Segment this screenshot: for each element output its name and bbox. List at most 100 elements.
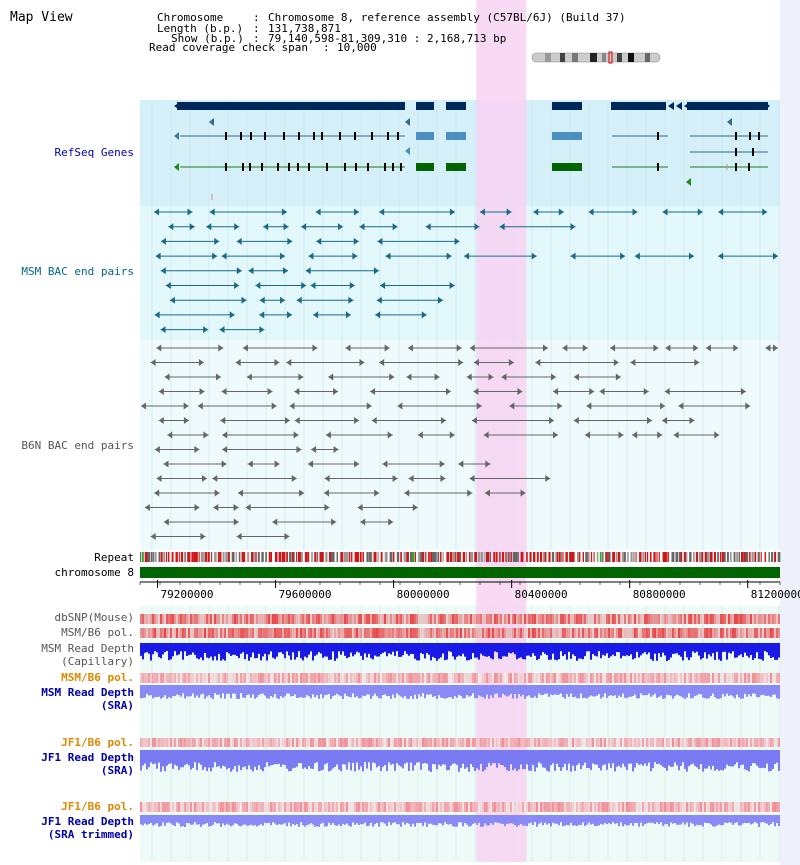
jf1-depth-sra-bin [676, 750, 678, 766]
jf1-b6-pol-bin [586, 738, 588, 747]
msm-depth-sra-bin [412, 685, 414, 699]
msm-depth-sra-bin [752, 685, 754, 694]
dbsnp-bin [204, 614, 206, 624]
gene-arrow [676, 102, 682, 110]
msm-b6-pol-2-bin [268, 673, 270, 683]
msm-b6-pol-bin [332, 628, 334, 638]
msm-depth-sra-bin [448, 685, 450, 698]
msm-b6-pol-2-bin [240, 673, 242, 683]
jf1-depth-trim-bin [140, 815, 142, 825]
msm-depth-capillary-bin [242, 643, 244, 653]
msm-b6-pol-bin [700, 628, 702, 638]
msm-b6-pol-track-label[interactable]: MSM/B6 pol. [61, 626, 134, 639]
msm-depth-sra-bin [626, 685, 628, 699]
repeat-element [311, 552, 313, 562]
jf1-depth-sra-label[interactable]: JF1 Read Depth [41, 751, 134, 764]
msm-b6-pol-bin [772, 628, 774, 638]
msm-depth-sra-bin [204, 685, 206, 699]
jf1-b6-pol-bin [358, 738, 360, 747]
msm-b6-pol-2-bin [348, 673, 350, 683]
msm-depth-sra-label[interactable]: MSM Read Depth [41, 686, 134, 699]
dbsnp-bin [456, 614, 458, 624]
msm-depth-sra-bin [376, 685, 378, 697]
dbsnp-bin [380, 614, 382, 624]
chromosome-track-label[interactable]: chromosome 8 [55, 566, 134, 579]
jf1-depth-sra-bin [778, 750, 780, 771]
jf1-b6-pol-bin [426, 738, 428, 747]
msm-b6-pol-bin [336, 628, 338, 638]
msm-b6-pol-bin [436, 628, 438, 638]
msm-b6-pol-2-bin [772, 673, 774, 683]
b6n-bac-end [740, 388, 746, 395]
jf1-b6-pol-2-track-label[interactable]: JF1/B6 pol. [61, 800, 134, 813]
dbsnp-bin [744, 614, 746, 624]
msm-depth-sra-bin [408, 685, 410, 699]
msm-depth-capillary-bin [312, 643, 314, 661]
msm-b6-pol-2-bin [184, 673, 186, 683]
jf1-depth-trim-bin [170, 815, 172, 824]
msm-b6-pol-2-bin [556, 673, 558, 683]
dbsnp-bin [766, 614, 768, 624]
dbsnp-bin [238, 614, 240, 624]
highlight-region[interactable] [476, 0, 527, 862]
msm-b6-pol-bin [234, 628, 236, 638]
msm-b6-pol-2-bin [644, 673, 646, 683]
jf1-depth-trim-bin [648, 815, 650, 823]
repeat-element [749, 552, 751, 562]
msm-b6-pol-2-bin [676, 673, 678, 683]
msm-depth-sra-bin [486, 685, 488, 695]
jf1-b6-pol-bin [532, 738, 534, 747]
b6n-bac-end [345, 344, 351, 352]
msm-depth-sra-bin [706, 685, 708, 699]
jf1-depth-trim-bin [408, 815, 410, 824]
msm-bac-end [301, 282, 307, 289]
msm-bac-end [570, 223, 576, 231]
msm-depth-capillary-bin [672, 643, 674, 654]
jf1-b6-pol-2-bin [176, 802, 178, 812]
jf1-depth-trim-bin [700, 815, 702, 825]
refseq-track-label[interactable]: RefSeq Genes [55, 146, 134, 159]
b6n-bac-end [643, 388, 649, 395]
jf1-b6-pol-2-bin [560, 802, 562, 812]
jf1-b6-pol-bin [288, 738, 290, 747]
jf1-b6-pol-bin [620, 738, 622, 747]
msm-depth-capillary-bin [184, 643, 186, 652]
repeat-features[interactable] [140, 552, 781, 562]
chromosome-ideogram[interactable] [531, 51, 661, 64]
b6n-bac-end [222, 431, 228, 439]
chromosome-bar[interactable] [140, 567, 780, 578]
jf1-b6-pol-track-label[interactable]: JF1/B6 pol. [61, 736, 134, 749]
jf1-depth-sra-bin [430, 750, 432, 772]
msm-depth-capillary-bin [216, 643, 218, 661]
jf1-depth-trim-bin [584, 815, 586, 827]
jf1-depth-trim-bin [590, 815, 592, 825]
jf1-b6-pol-2-bin [754, 802, 756, 812]
jf1-depth-trim-label[interactable]: JF1 Read Depth [41, 815, 134, 828]
msm-b6-pol-2-track-label[interactable]: MSM/B6 pol. [61, 671, 134, 684]
msm-b6-pol-2-bin [548, 673, 550, 683]
msm-b6-pol-2-bin [442, 673, 444, 683]
b6n-bac-end [233, 504, 239, 511]
b6n-bac-features[interactable] [140, 344, 778, 541]
repeat-element [520, 552, 524, 562]
msm-b6-pol-2-bin [758, 673, 760, 683]
repeat-element [410, 552, 413, 562]
jf1-depth-trim-bin [444, 815, 446, 823]
refseq-genes-features[interactable] [174, 102, 770, 200]
msm-depth-capillary-label[interactable]: MSM Read Depth [41, 642, 134, 655]
msm-bac-track-label[interactable]: MSM BAC end pairs [21, 265, 134, 278]
msm-b6-pol-bin [360, 628, 362, 638]
coverage-features[interactable] [140, 614, 780, 827]
jf1-b6-pol-2-bin [234, 802, 236, 812]
jf1-depth-trim-bin [262, 815, 264, 826]
repeat-element [194, 552, 198, 562]
b6n-bac-track-label[interactable]: B6N BAC end pairs [21, 439, 134, 452]
msm-bac-features[interactable] [154, 208, 778, 334]
dbsnp-bin [346, 614, 348, 624]
dbsnp-track-label[interactable]: dbSNP(Mouse) [55, 611, 134, 624]
dbsnp-bin [214, 614, 216, 624]
msm-b6-pol-bin [648, 628, 650, 638]
jf1-b6-pol-bin [750, 738, 752, 747]
repeat-track-label[interactable]: Repeat [94, 551, 134, 564]
